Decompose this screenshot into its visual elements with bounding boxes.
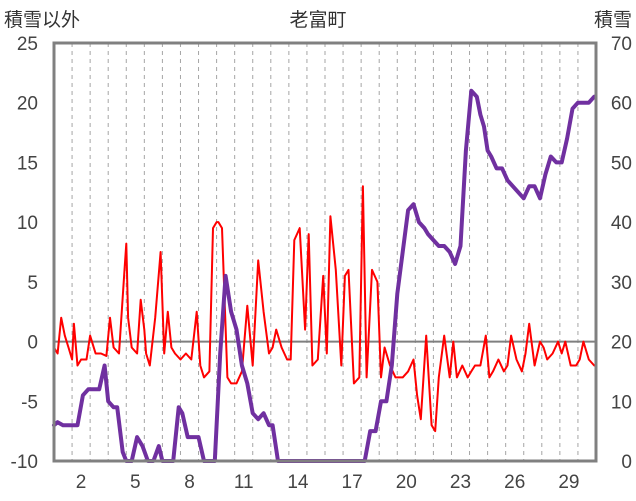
chart-title: 老富町	[289, 9, 346, 31]
other-measure-line	[53, 185, 596, 433]
right-tick-label: 10	[611, 392, 632, 413]
left-tick-label: 5	[27, 273, 38, 294]
x-tick-label: 29	[558, 472, 579, 493]
left-tick-label: -5	[21, 392, 38, 413]
right-tick-label: 0	[621, 452, 632, 473]
x-tick-label: 11	[234, 472, 254, 493]
right-tick-label: 20	[611, 333, 632, 354]
left-axis-ticks: 25 20 15 10 5 0 -5 -10	[11, 34, 38, 473]
plot-frame	[52, 41, 598, 463]
x-tick-label: 14	[287, 472, 309, 493]
right-tick-label: 70	[611, 34, 632, 55]
x-tick-label: 23	[450, 472, 471, 493]
right-axis-ticks: 70 60 50 40 30 20 10 0	[611, 34, 632, 473]
left-tick-label: 15	[17, 153, 38, 174]
x-tick-label: 26	[504, 472, 525, 493]
right-tick-label: 50	[611, 153, 632, 174]
x-axis-ticks: 2 5 8 11 14 17 20 23 26 29	[76, 472, 580, 493]
x-tick-label: 20	[396, 472, 417, 493]
right-axis-title: 積雪	[594, 9, 632, 31]
left-tick-label: 10	[17, 213, 38, 234]
left-axis-title: 積雪以外	[4, 9, 80, 31]
left-tick-label: 20	[17, 94, 38, 115]
x-tick-label: 17	[342, 472, 363, 493]
x-tick-label: 2	[76, 472, 87, 493]
x-tick-label: 5	[130, 472, 141, 493]
left-tick-label: 25	[17, 34, 38, 55]
left-tick-label: 0	[27, 333, 38, 354]
right-tick-label: 40	[611, 213, 632, 234]
right-tick-label: 30	[611, 273, 632, 294]
x-tick-label: 8	[184, 472, 195, 493]
left-tick-label: -10	[11, 452, 38, 473]
right-tick-label: 60	[611, 94, 632, 115]
